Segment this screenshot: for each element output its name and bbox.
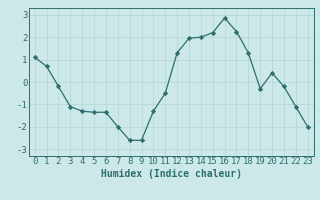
X-axis label: Humidex (Indice chaleur): Humidex (Indice chaleur) [101, 169, 242, 179]
